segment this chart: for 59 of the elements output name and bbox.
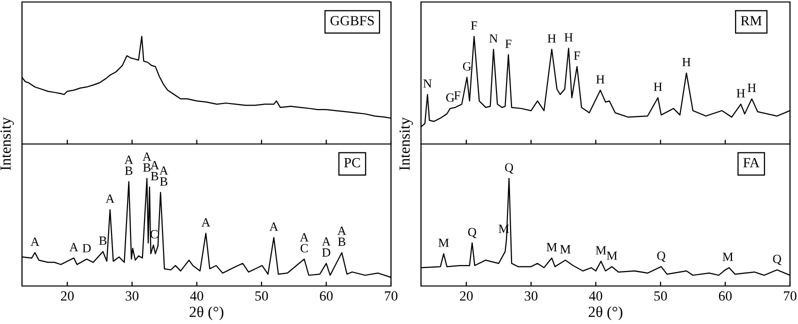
annotation: M — [438, 238, 449, 247]
annotation: M — [546, 243, 557, 252]
annotation: G — [446, 93, 454, 102]
x-tick-label: 30 — [524, 291, 538, 301]
annotation: Q — [657, 252, 666, 262]
annotation: A — [269, 222, 278, 231]
x-tick-label: 50 — [255, 291, 268, 301]
annotation: A — [106, 194, 114, 203]
y-axis-title: Intensity — [0, 117, 14, 170]
annotation: F — [505, 40, 512, 48]
annotation: M — [560, 245, 571, 254]
x-tick-label: 30 — [126, 291, 138, 301]
annotation: M — [606, 252, 618, 260]
chart-title: FA — [743, 158, 760, 168]
annotation: Q — [773, 254, 782, 266]
annotation: F — [574, 52, 580, 60]
annotation: A B — [159, 166, 168, 186]
annotation: A B — [150, 161, 160, 180]
chart-title: PC — [344, 158, 360, 168]
annotation: M — [722, 252, 734, 261]
annotation: H — [682, 58, 691, 66]
annotation: A D — [322, 237, 331, 257]
y-axis-title: Intensity — [399, 117, 413, 170]
x-tick-label: 20 — [60, 291, 74, 301]
chart-title: GGBFS — [330, 16, 374, 26]
x-tick-label: 40 — [190, 291, 204, 301]
annotation: A B — [337, 226, 346, 246]
annotation: A — [201, 218, 210, 226]
annotation: N — [423, 80, 432, 88]
annotation: A — [69, 242, 78, 252]
annotation: H — [736, 89, 745, 98]
annotation: Q — [505, 163, 514, 174]
chart-title: RM — [740, 16, 762, 26]
x-tick-label: 20 — [460, 291, 473, 301]
annotation: H — [748, 84, 756, 92]
x-tick-label: 50 — [654, 291, 667, 301]
annotation: A B — [124, 156, 134, 175]
annotation: F — [454, 91, 460, 100]
annotation: A B — [142, 152, 152, 172]
annotation: H — [596, 75, 604, 84]
x-tick-label: 70 — [784, 291, 796, 301]
annotation: H — [654, 82, 662, 91]
annotation: N — [489, 34, 498, 43]
x-axis-title: 2θ (°) — [190, 306, 224, 320]
annotation: A C — [300, 233, 309, 252]
x-tick-label: 70 — [384, 291, 398, 301]
x-tick-label: 40 — [589, 291, 602, 301]
annotation: M — [596, 246, 606, 254]
x-tick-label: 60 — [718, 291, 732, 301]
annotation: H — [548, 34, 556, 43]
annotation: F — [470, 21, 478, 30]
x-tick-label: 60 — [320, 291, 333, 301]
annotation: H — [564, 33, 573, 42]
annotation: G — [462, 62, 472, 71]
annotation: D — [82, 244, 91, 252]
x-axis-title: 2θ (°) — [588, 306, 622, 320]
annotation: B — [99, 236, 106, 245]
annotation: A — [30, 238, 40, 246]
annotation: Q — [468, 228, 476, 238]
